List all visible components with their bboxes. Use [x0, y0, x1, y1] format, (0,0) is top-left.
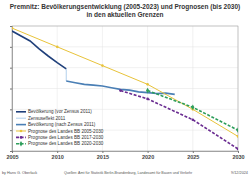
y-tick-mark — [10, 89, 12, 90]
grid-line — [12, 88, 238, 89]
series-line — [12, 31, 66, 69]
legend-item: Prognose des Landes BB 2017-2030 — [16, 135, 104, 140]
grid — [12, 26, 238, 151]
series-marker — [236, 127, 238, 133]
legend-item: Prognose des Landes BB 2005-2030 — [16, 129, 104, 134]
grid-line — [192, 26, 193, 151]
x-tick: 2030 — [232, 151, 244, 160]
y-tick-mark — [10, 109, 12, 110]
chart: Premnitz: Bevölkerungsentwicklung (2005-… — [0, 0, 250, 177]
x-tick-label: 2020 — [142, 154, 154, 160]
x-tick-label: 2025 — [187, 154, 199, 160]
legend-label: Prognose des Landes BB 2020-2030 — [28, 141, 104, 146]
x-tick-label: 2005 — [6, 154, 18, 160]
series-group — [12, 27, 238, 150]
y-tick — [10, 26, 12, 27]
y-axis — [10, 27, 13, 152]
series-line — [120, 91, 238, 149]
x-tick-mark — [238, 151, 239, 153]
y-tick — [10, 68, 12, 69]
legend-swatch — [16, 118, 26, 119]
legend-label: Zensuseffekt 2011 — [28, 116, 66, 121]
y-tick — [10, 89, 12, 90]
legend-item: Bevölkerung (vor Zensus 2011) — [16, 109, 92, 114]
legend-item: Prognose des Landes BB 2020-2030 — [16, 141, 104, 147]
y-tick-mark — [10, 47, 12, 48]
legend: Bevölkerung (vor Zensus 2011) Zensuseffek… — [16, 109, 104, 146]
legend-item: Zensuseffekt 2011 — [16, 116, 66, 121]
series-marker — [237, 148, 238, 151]
legend-label: Bevölkerung (vor Zensus 2011) — [28, 109, 92, 114]
date: 9/12/2024 — [231, 171, 248, 175]
legend-item: Bevölkerung (nach Zensus 2011) — [16, 122, 96, 127]
y-tick-mark — [10, 130, 12, 131]
y-tick — [10, 47, 12, 48]
series-marker — [56, 46, 59, 49]
y-axis-line — [10, 27, 13, 152]
series-marker — [192, 118, 195, 121]
x-tick: 2010 — [52, 151, 64, 160]
plot: 2005 2010 2015 2020 2025 2030 Bevölkerung (vor… — [6, 26, 244, 160]
series-marker — [146, 98, 149, 101]
series-marker — [146, 88, 149, 94]
legend-marker — [19, 141, 22, 147]
x-axis: 2005 2010 2015 2020 2025 2030 — [6, 151, 244, 160]
legend-label: Prognose des Landes BB 2005-2030 — [28, 129, 104, 134]
series-marker — [146, 83, 149, 86]
x-tick-label: 2030 — [232, 154, 244, 160]
plot-frame — [12, 26, 238, 151]
legend-label: Prognose des Landes BB 2017-2030 — [28, 135, 104, 140]
series-marker — [12, 27, 13, 30]
y-tick-mark — [10, 151, 12, 152]
x-tick-mark — [102, 151, 103, 153]
series-line — [148, 91, 238, 131]
x-axis-line — [13, 152, 239, 154]
y-tick-mark — [10, 68, 12, 69]
series-marker — [237, 135, 238, 138]
legend-swatch — [16, 111, 26, 113]
series-marker — [119, 89, 122, 92]
x-tick-mark — [193, 151, 194, 153]
legend-marker — [20, 130, 23, 133]
grid-line — [12, 67, 238, 68]
series-marker — [101, 64, 104, 67]
series-marker — [191, 104, 194, 110]
x-tick-mark — [148, 151, 149, 153]
x-tick-label: 2015 — [97, 154, 109, 160]
x-tick: 2005 — [6, 151, 18, 160]
y-tick-mark — [10, 26, 12, 27]
y-tick — [10, 151, 12, 152]
series-line — [66, 69, 67, 81]
grid-line — [12, 46, 238, 47]
x-tick: 2015 — [97, 151, 109, 160]
series-line — [12, 28, 238, 136]
x-tick-mark — [57, 151, 58, 153]
legend-swatch — [16, 131, 26, 132]
legend-marker — [20, 136, 23, 139]
x-tick: 2025 — [187, 151, 199, 160]
title-line: in den aktuellen Grenzen — [87, 11, 164, 18]
legend-swatch — [16, 124, 26, 126]
title: Premnitz: Bevölkerungsentwicklung (2005-… — [10, 3, 240, 18]
source: Quellen: Amt für Statistik Berlin-Brande… — [64, 171, 193, 175]
y-tick — [10, 130, 12, 131]
y-tick — [10, 109, 12, 110]
x-tick: 2020 — [142, 151, 154, 160]
series-line — [66, 81, 174, 94]
x-tick-label: 2010 — [52, 154, 64, 160]
legend-label: Bevölkerung (nach Zensus 2011) — [28, 122, 96, 127]
author: by Hans G. Oberlack — [2, 171, 37, 175]
legend-swatch — [16, 137, 26, 139]
